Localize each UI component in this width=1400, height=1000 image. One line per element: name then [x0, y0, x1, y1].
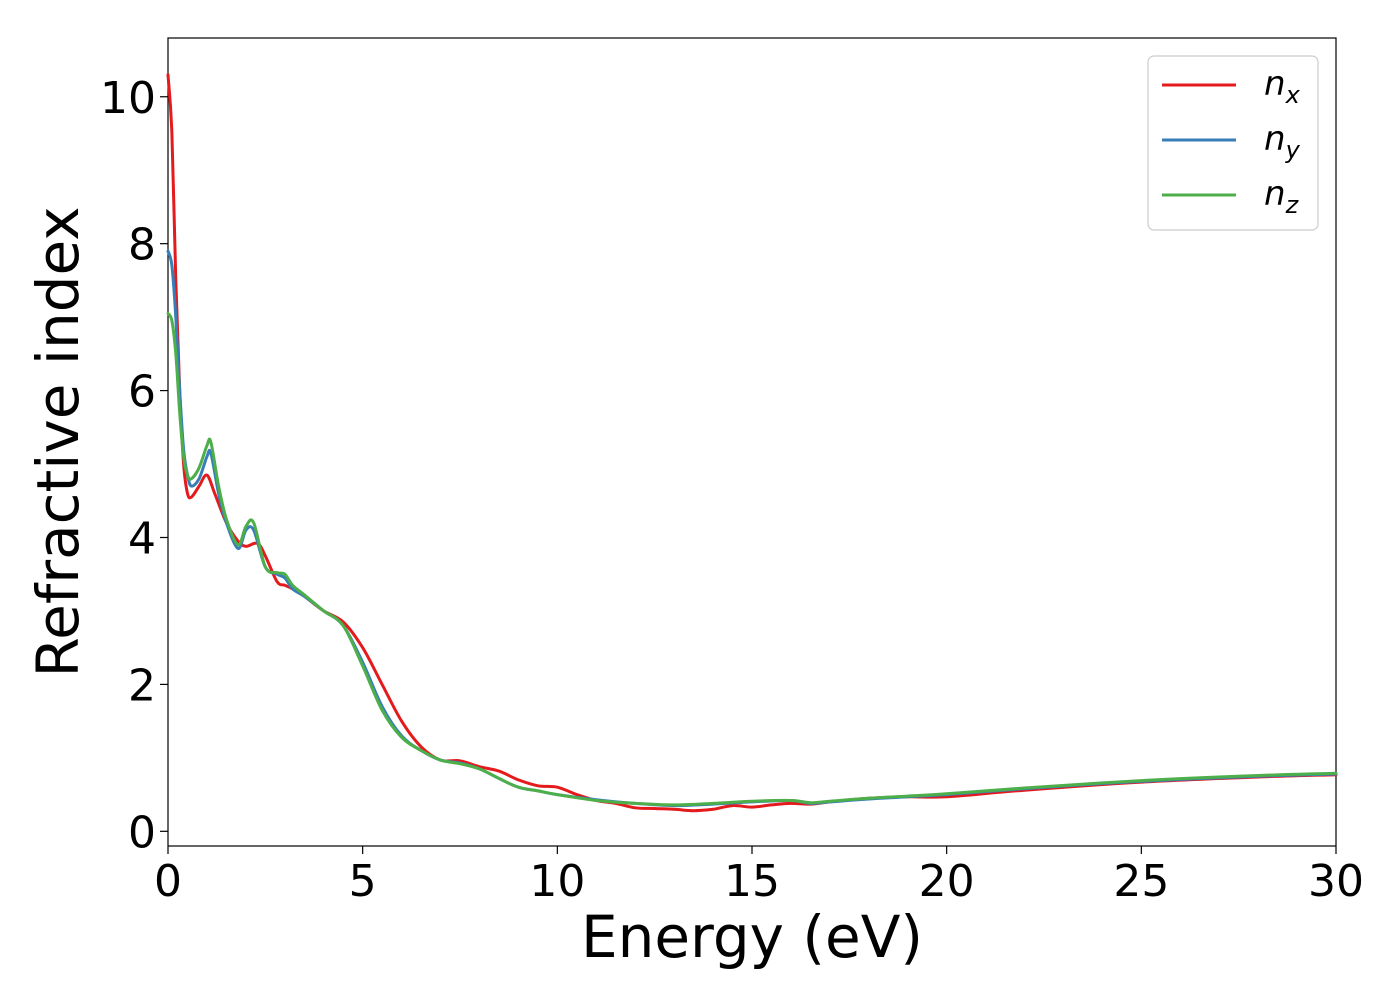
y-tick-label: 0 [128, 807, 156, 858]
x-tick-label: 25 [1113, 856, 1169, 907]
series-line-n-z [166, 312, 1338, 807]
x-tick-label: 0 [154, 856, 182, 907]
series-line-n-y [166, 249, 1338, 808]
x-tick-label: 5 [349, 856, 377, 907]
series-layer [166, 73, 1338, 813]
y-tick-label: 8 [128, 220, 156, 271]
y-tick-label: 4 [128, 513, 156, 564]
y-tick-label: 10 [100, 73, 156, 124]
y-tick-label: 6 [128, 367, 156, 418]
x-axis-label: Energy (eV) [581, 903, 923, 971]
y-axis: 0 2 4 6 8 10 [100, 73, 168, 858]
x-axis: 0 5 10 15 20 25 30 [154, 846, 1364, 907]
y-tick-label: 2 [128, 660, 156, 711]
legend-box [1147, 55, 1319, 231]
x-tick-label: 20 [919, 856, 975, 907]
y-axis-label: Refractive index [24, 206, 92, 677]
x-tick-label: 10 [529, 856, 585, 907]
x-tick-label: 30 [1308, 856, 1364, 907]
x-tick-label: 15 [724, 856, 780, 907]
